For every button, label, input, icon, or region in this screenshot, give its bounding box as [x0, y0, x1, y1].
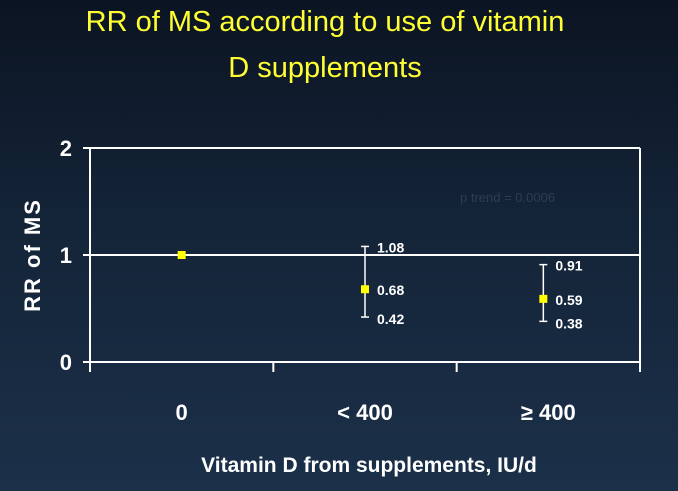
- chart-title-line-2: D supplements: [228, 52, 422, 84]
- upper-label-2: 0.91: [555, 258, 582, 274]
- x-tick-label-2: ≥ 400: [521, 400, 576, 425]
- rr-marker-0: [177, 251, 186, 259]
- rr-label-2: 0.59: [555, 292, 582, 308]
- rr-label-1: 0.68: [377, 282, 404, 298]
- x-axis-title: Vitamin D from supplements, IU/d: [201, 454, 537, 477]
- y-tick-label-2: 2: [60, 136, 72, 161]
- y-tick-label-0: 0: [60, 350, 72, 375]
- rr-marker-1: [361, 285, 369, 294]
- p-trend-annotation: p trend = 0.0006: [460, 190, 556, 205]
- y-tick-label-1: 1: [60, 243, 72, 268]
- lower-label-2: 0.38: [555, 315, 582, 331]
- chart-title-line-1: RR of MS according to use of vitamin: [85, 6, 565, 38]
- x-tick-label-0: 0: [176, 400, 188, 425]
- rr-marker-2: [539, 294, 548, 303]
- x-tick-label-1: < 400: [337, 400, 393, 425]
- upper-label-1: 1.08: [377, 239, 404, 255]
- y-axis-title: RR of MS: [20, 198, 45, 312]
- lower-label-1: 0.42: [377, 311, 404, 327]
